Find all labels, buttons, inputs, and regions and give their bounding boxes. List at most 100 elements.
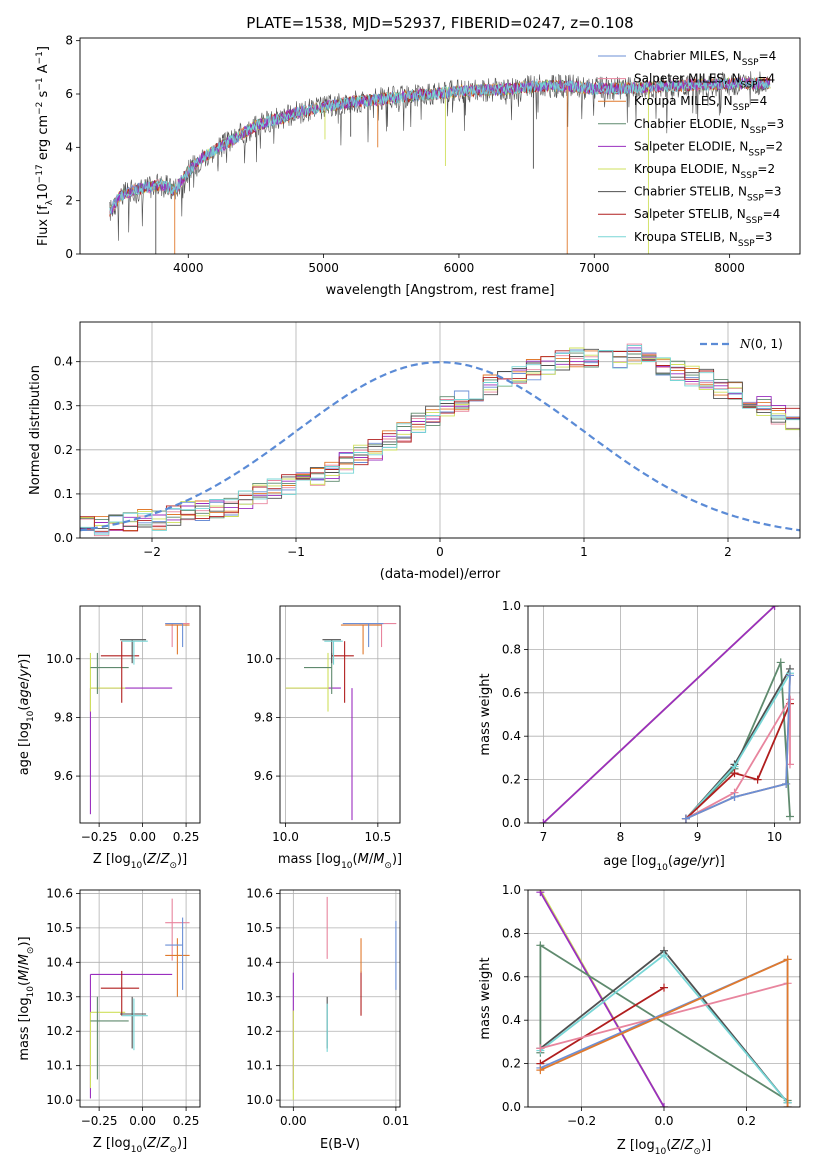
label-part: erg cm [36, 115, 51, 164]
y-tick-label: 0.4 [502, 1013, 521, 1027]
legend-label: Kroupa MILES, NSSP=4 [634, 94, 767, 113]
x-tick-label: −0.25 [81, 1114, 118, 1128]
y-tick-label: 10.3 [246, 990, 273, 1004]
label-part: =4 [757, 72, 775, 86]
label-part: SSP [747, 194, 764, 204]
label-part: Z [146, 1136, 157, 1151]
point-marker [536, 941, 545, 950]
legend-label: Chabrier MILES, NSSP=4 [634, 49, 776, 68]
label-part: Z [log [93, 1136, 131, 1151]
x-tick-label: 2 [724, 545, 732, 559]
label-part: Chabrier STELIB, N [634, 185, 747, 199]
weight-line-chabrier-miles [685, 675, 791, 820]
label-part: =4 [759, 49, 777, 63]
y-tick-label: 10.0 [46, 1093, 73, 1107]
label-part: Z [146, 852, 157, 867]
point-marker [539, 819, 548, 823]
label-part: ( [17, 981, 32, 986]
x-tick-label: 0.00 [280, 1114, 307, 1128]
y-tick-label: 9.8 [254, 710, 273, 724]
axes-frame [79, 889, 201, 1108]
y-tick-label: 10.2 [46, 1024, 73, 1038]
y-tick-label: 0.2 [502, 1057, 521, 1071]
x-tick-label: 7000 [579, 261, 610, 275]
label-part: −17 [35, 164, 45, 183]
plot-area [89, 623, 190, 815]
label-part: −1 [35, 77, 45, 90]
y-tick-label: 2 [65, 194, 73, 208]
point-marker [753, 775, 762, 784]
label-part: Kroupa STELIB, N [634, 230, 738, 244]
plot-area [536, 890, 792, 1107]
label-part: Z [160, 852, 171, 867]
legend-label: Salpeter ELODIE, NSSP=2 [634, 139, 783, 158]
label-part: age [log [17, 722, 32, 775]
point-marker [536, 890, 545, 897]
y-tick-label: 9.6 [254, 769, 273, 783]
x-tick-label: 0 [436, 545, 444, 559]
label-part: Z [160, 1136, 171, 1151]
legend-label-gaussian: N(0, 1) [739, 337, 783, 351]
label-part: )] [177, 1136, 187, 1151]
label-part: 10 [131, 861, 143, 871]
point-marker [730, 769, 739, 778]
label-part: )] [17, 654, 32, 664]
plot-area [89, 898, 190, 1099]
spectrum-panel: 4000 5000 6000 7000 8000 0 2 4 6 8 wavelength [Ang… [35, 34, 801, 298]
label-part: ⊙ [169, 1145, 177, 1155]
label-part: SSP [742, 58, 759, 68]
x-axis-label: Z [log10(Z/Z⊙)] [93, 852, 187, 871]
label-part: 10 [655, 1147, 667, 1157]
label-part: Kroupa MILES, N [634, 94, 733, 108]
gaussian-curve [80, 360, 800, 532]
label-part: / [680, 1138, 685, 1153]
label-part: =3 [766, 117, 784, 131]
x-tick-label: 0.00 [129, 1114, 156, 1128]
point-marker [536, 1044, 545, 1053]
plot-area [285, 623, 397, 821]
point-marker [730, 792, 739, 801]
plot-area [109, 71, 771, 254]
x-tick-label: −0.25 [81, 830, 118, 844]
label-part: Chabrier MILES, N [634, 49, 742, 63]
x-axis-label: Z [log10(Z/Z⊙)] [93, 1136, 187, 1155]
point-marker [681, 814, 690, 823]
label-part: ( [17, 706, 32, 711]
y-axis-label: mass weight [478, 673, 493, 755]
y-tick-label: 4 [65, 140, 73, 154]
mass-vs-metallicity-panel: −0.25 0.00 0.25 10.0 10.1 10.2 10.3 10.4 10.5 10.… [17, 886, 201, 1155]
plot-area [292, 896, 397, 1101]
label-part: / [156, 852, 161, 867]
label-part: )] [701, 1138, 711, 1153]
label-part: )] [177, 852, 187, 867]
legend-label: Chabrier ELODIE, NSSP=3 [634, 117, 784, 136]
legend-label: Kroupa STELIB, NSSP=3 [634, 230, 772, 249]
x-tick-label: 1 [580, 545, 588, 559]
plot-area [80, 343, 800, 537]
label-part: SSP [738, 239, 755, 249]
y-tick-label: 10.4 [46, 955, 73, 969]
x-tick-label: 10 [767, 830, 782, 844]
label-part: Z [log [617, 1138, 655, 1153]
y-tick-label: 0.6 [502, 686, 521, 700]
label-part: M [358, 852, 369, 867]
label-part: Z [684, 1138, 695, 1153]
y-tick-label: 0.0 [502, 816, 521, 830]
label-part: yr [701, 854, 717, 869]
weight-line-salpeter-miles [685, 696, 791, 820]
label-part: SSP [746, 216, 763, 226]
legend-label: Chabrier STELIB, NSSP=3 [634, 185, 782, 204]
y-tick-label: 10.0 [246, 652, 273, 666]
label-part: age [673, 854, 697, 869]
label-part: Kroupa ELODIE, N [634, 162, 741, 176]
x-tick-label: 4000 [173, 261, 204, 275]
mass-vs-ebv-panel: 0.00 0.01 10.0 10.1 10.2 10.3 10.4 10.5 10.6 E(B-… [246, 886, 409, 1152]
y-tick-label: 1.0 [502, 599, 521, 613]
histogram-step-chabrier-miles [80, 349, 800, 534]
y-axis-label: age [log10(age/yr)] [17, 654, 36, 776]
x-tick-label: 0.01 [383, 1114, 410, 1128]
label-part: N [739, 337, 751, 351]
label-part: mass [log [278, 852, 341, 867]
